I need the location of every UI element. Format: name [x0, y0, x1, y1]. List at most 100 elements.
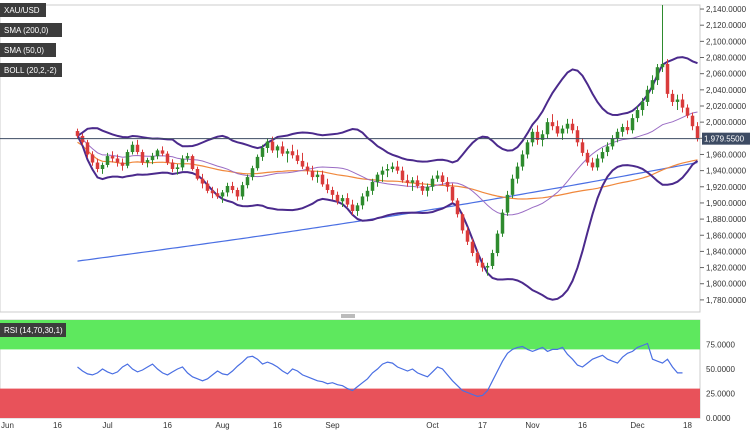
candle-body: [200, 178, 205, 184]
candle-body: [115, 158, 120, 163]
candle-body: [95, 162, 100, 170]
candle-body: [585, 152, 590, 163]
candle-body: [535, 131, 540, 140]
candle-body: [565, 123, 570, 129]
candle-body: [290, 151, 295, 156]
candle-body: [255, 156, 260, 169]
candle-body: [485, 265, 490, 268]
candle-body: [265, 141, 270, 148]
candle-body: [560, 128, 565, 134]
candle-body: [545, 122, 550, 135]
candle-body: [155, 150, 160, 157]
legend-tag: [0, 63, 62, 77]
y-tick-label: 1,800.0000: [706, 280, 747, 289]
candle-body: [230, 185, 235, 191]
rsi-overbought-zone: [0, 320, 700, 350]
candle-body: [650, 80, 655, 90]
candle-body: [670, 93, 675, 102]
candle-body: [330, 190, 335, 195]
candle-body: [640, 101, 645, 111]
candle-body: [475, 253, 480, 263]
candle-body: [110, 156, 115, 159]
x-tick-label: Aug: [215, 421, 229, 430]
candle-body: [680, 99, 685, 108]
candle-body: [310, 170, 315, 178]
candle-body: [315, 174, 320, 178]
candle-body: [125, 152, 130, 166]
candle-body: [615, 131, 620, 139]
rsi-tick-label: 50.0000: [706, 365, 735, 374]
candle-body: [375, 174, 380, 182]
rsi-panel: [0, 319, 701, 419]
y-tick-label: 1,860.0000: [706, 231, 747, 240]
candle-body: [360, 196, 365, 206]
x-tick-label: Nov: [525, 421, 539, 430]
x-tick-label: 16: [53, 421, 62, 430]
candle-body: [160, 150, 165, 154]
candle-body: [145, 160, 150, 163]
legend-tag-label: XAU/USD: [4, 6, 40, 15]
sma200-line: [77, 161, 698, 262]
candle-body: [100, 164, 105, 170]
y-tick-label: 1,940.0000: [706, 167, 747, 176]
candle-body: [435, 175, 440, 179]
price-badge: [702, 132, 750, 145]
legend-tag: [0, 23, 62, 37]
candle-body: [390, 166, 395, 170]
candle-body: [490, 253, 495, 266]
candle-body: [605, 146, 610, 153]
candle-body: [695, 126, 700, 139]
candle-body: [600, 152, 605, 159]
candle-body: [365, 190, 370, 197]
candle-body: [370, 181, 375, 191]
candle-body: [260, 147, 265, 157]
candle-body: [685, 107, 690, 116]
candle-body: [575, 130, 580, 143]
candle-body: [570, 123, 575, 131]
candle-body: [470, 241, 475, 254]
x-tick-label: 16: [163, 421, 172, 430]
candle-body: [245, 177, 250, 186]
candle-body: [130, 144, 135, 153]
candle-body: [550, 122, 555, 127]
y-tick-label: 1,820.0000: [706, 264, 747, 273]
candle-body: [645, 89, 650, 102]
candle-body: [385, 169, 390, 171]
candle-body: [270, 141, 275, 151]
candle-body: [240, 185, 245, 197]
candle-body: [610, 138, 615, 147]
y-tick-label: 2,100.0000: [706, 37, 747, 46]
candle-body: [480, 262, 485, 268]
candle-body: [285, 151, 290, 154]
y-tick-label: 2,080.0000: [706, 54, 747, 63]
x-tick-label: 16: [578, 421, 587, 430]
candle-body: [410, 180, 415, 183]
candle-body: [280, 146, 285, 154]
candle-body: [75, 131, 80, 136]
rsi-tick-label: 0.0000: [706, 414, 731, 423]
rsi-tick-label: 75.0000: [706, 341, 735, 350]
candle-body: [210, 190, 215, 194]
candle-body: [120, 162, 125, 166]
legend-tag-label: BOLL (20,2,-2): [4, 66, 57, 75]
rsi-tick-label: 25.0000: [706, 390, 735, 399]
price-plot-area: [0, 4, 701, 313]
candle-body: [185, 156, 190, 159]
candle-body: [660, 63, 665, 68]
candle-body: [220, 192, 225, 197]
candle-body: [165, 153, 170, 163]
legend-tag: [0, 43, 56, 57]
candle-body: [150, 156, 155, 161]
x-tick-label: 16: [273, 421, 282, 430]
candle-body: [295, 155, 300, 161]
legend-tag-label: SMA (50,0): [4, 46, 44, 55]
candle-body: [580, 142, 585, 153]
candle-body: [530, 131, 535, 143]
candle-body: [495, 233, 500, 254]
candle-body: [250, 168, 255, 178]
candle-body: [420, 185, 425, 191]
chart-labels: 2,140.0000 2,120.0000 2,100.0000 2,080.0000…: [0, 3, 750, 430]
candle-body: [430, 178, 435, 187]
candle-body: [195, 169, 200, 179]
